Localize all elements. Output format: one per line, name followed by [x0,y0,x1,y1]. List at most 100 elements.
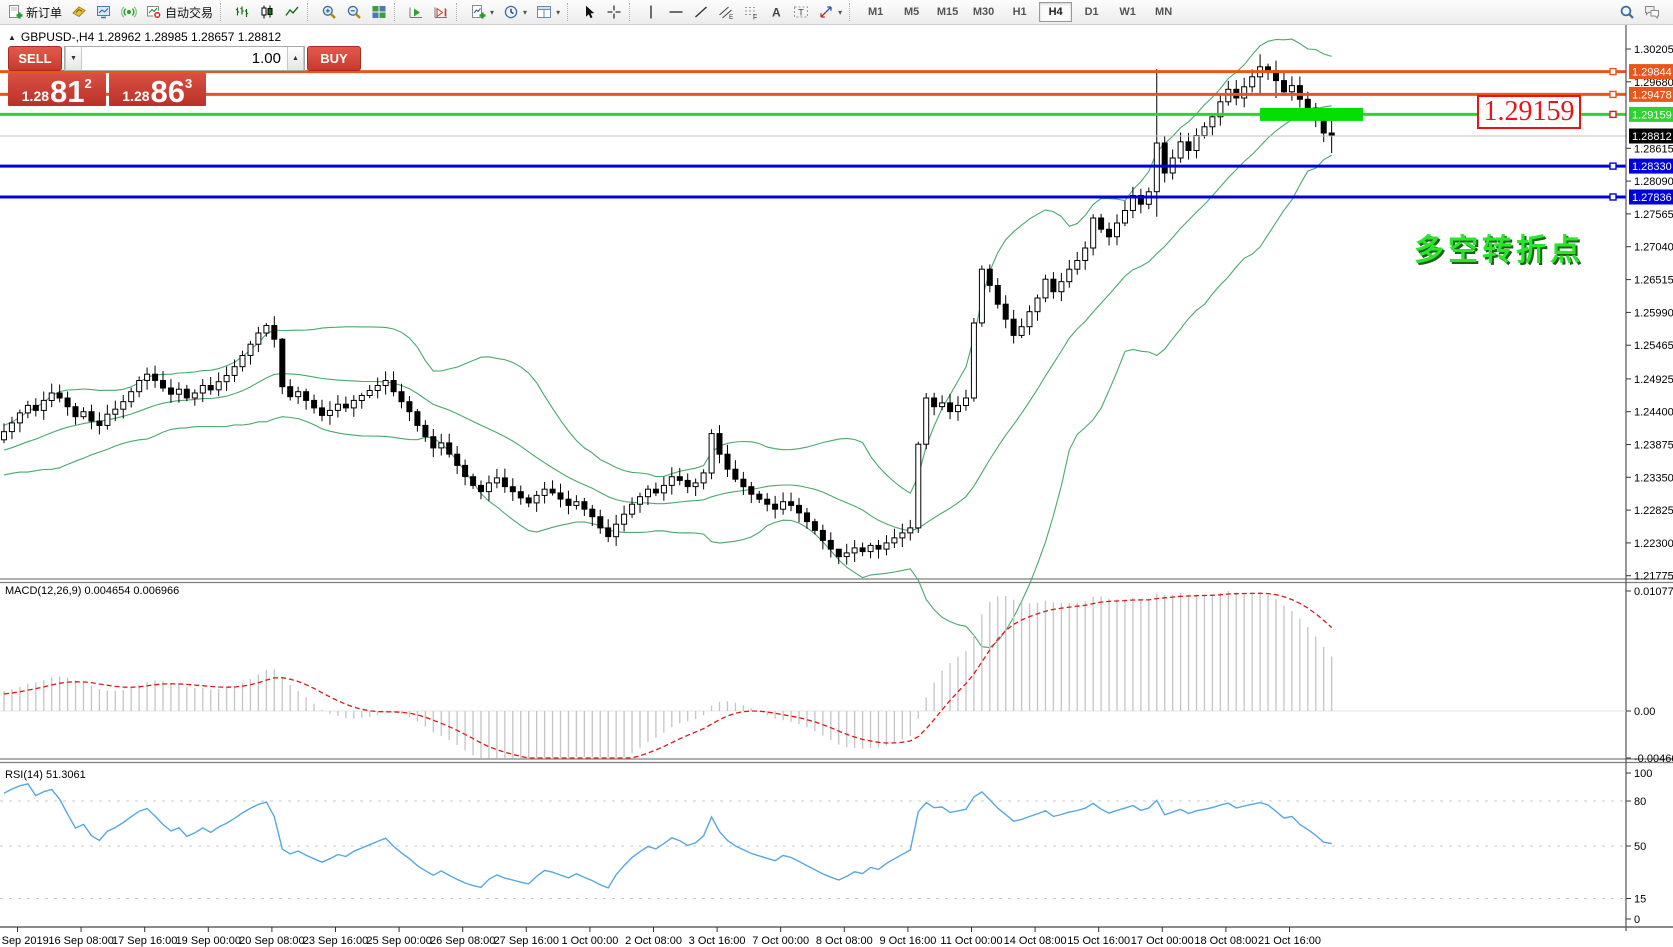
auto-scroll-button[interactable] [404,1,428,23]
market-watch-icon [72,6,86,18]
volume-decrease-button[interactable]: ▼ [65,47,82,70]
volume-increase-button[interactable]: ▲ [287,47,304,70]
search-button[interactable] [1615,1,1639,23]
price-chart[interactable]: 1.30205 1.29680 1.28615 1.28090 1.27565 1.270… [0,25,1673,947]
caret-down-icon: ▾ [838,7,843,17]
clock-icon [504,5,518,19]
bollinger-bands [3,38,1332,649]
new-order-label: 新订单 [26,5,63,20]
rsi-line [3,783,1332,889]
svg-text:80: 80 [1634,796,1646,808]
svg-text:19 Sep 00:00: 19 Sep 00:00 [176,935,241,947]
auto-trading-icon [147,6,162,20]
cursor-tool-button[interactable] [577,1,601,23]
chat-button[interactable] [1640,1,1664,23]
auto-scroll-icon [409,7,423,18]
sell-button[interactable]: SELL [8,46,62,71]
sell-price-block[interactable]: 1.28 81 2 [8,73,106,107]
text-tool-button[interactable]: A [764,1,788,23]
candlestick-mode-button[interactable] [255,1,279,23]
svg-text:T: T [798,8,804,18]
cursor-icon [586,5,595,19]
svg-text:0: 0 [1634,914,1640,926]
zoom-out-button[interactable] [342,1,366,23]
horizontal-line-icon [669,11,683,13]
candlestick-icon [261,5,273,19]
chat-icon [1645,6,1659,20]
signals-button[interactable] [117,1,141,23]
svg-text:9 Oct 16:00: 9 Oct 16:00 [879,935,936,947]
tile-windows-button[interactable] [367,1,391,23]
svg-text:1.25465: 1.25465 [1634,340,1673,352]
label-tool-button[interactable]: T [789,1,813,23]
macd-indicator-label: MACD(12,26,9) 0.004654 0.006966 [5,585,180,597]
timeframe-button-W1[interactable]: W1 [1119,6,1136,18]
text-icon: A [772,6,781,20]
highlight-band[interactable] [1260,107,1363,121]
sell-price-pip: 2 [84,76,92,91]
svg-text:1.27836: 1.27836 [1632,192,1672,204]
chart-shift-button[interactable] [429,1,453,23]
candles-group [1,54,1335,565]
vertical-line-tool-button[interactable] [639,1,663,23]
indicators-button[interactable]: ▾ [466,1,498,23]
svg-text:1.29478: 1.29478 [1632,89,1672,101]
svg-text:7 Oct 00:00: 7 Oct 00:00 [752,935,809,947]
svg-text:1.29159: 1.29159 [1632,109,1672,121]
buy-button[interactable]: BUY [307,46,361,71]
zoom-out-icon [347,5,361,19]
macd-signal-line [3,592,1333,759]
market-watch-button[interactable] [67,1,91,23]
crosshair-tool-button[interactable] [602,1,626,23]
timeframe-button-M30[interactable]: M30 [972,6,995,18]
svg-text:E: E [729,14,734,20]
timeframe-button-H1[interactable]: H1 [1012,6,1027,18]
toolbar-separator [849,3,854,21]
svg-text:1.28330: 1.28330 [1632,161,1672,173]
equidistant-channel-tool-button[interactable]: E [714,1,738,23]
svg-text:0.00: 0.00 [1634,706,1655,718]
zoom-in-button[interactable] [317,1,341,23]
line-chart-mode-button[interactable] [280,1,304,23]
new-order-button[interactable]: 新订单 [3,1,66,23]
timeframe-button-M15[interactable]: M15 [936,6,959,18]
caret-down-icon: ▾ [556,7,561,17]
periods-button[interactable]: ▾ [499,1,531,23]
svg-text:1.22825: 1.22825 [1634,505,1673,517]
timeframe-button-D1[interactable]: D1 [1084,6,1099,18]
arrows-tool-button[interactable]: ▾ [814,1,846,23]
auto-trading-button[interactable]: 自动交易 [142,1,217,23]
volume-input[interactable] [82,47,287,70]
channel-icon: E [719,6,734,20]
timeframe-button-M5[interactable]: M5 [903,6,920,18]
buy-price-main: 86 [150,73,185,109]
collapse-arrow-icon[interactable]: ▲ [8,32,16,42]
timeframe-group: M1 M5 M15 M30 H1 H4 D1 W1 MN [859,2,1180,22]
price-alert-box[interactable]: 1.29159 [1477,95,1581,129]
buy-price-prefix: 1.28 [122,87,150,104]
svg-text:1.25990: 1.25990 [1634,307,1673,319]
macd-histogram [3,591,1333,758]
timeframe-button-M1[interactable]: M1 [867,6,884,18]
trendline-tool-button[interactable] [689,1,713,23]
bar-chart-mode-button[interactable] [230,1,254,23]
timeframe-button-MN[interactable]: MN [1155,6,1173,18]
chart-area: 1.30205 1.29680 1.28615 1.28090 1.27565 1.270… [0,25,1673,947]
svg-text:1.23875: 1.23875 [1634,440,1673,452]
price-axis[interactable]: 1.30205 1.29680 1.28615 1.28090 1.27565 1.270… [1626,44,1673,583]
svg-text:17 Sep 16:00: 17 Sep 16:00 [112,935,177,947]
chart-shift-icon [434,7,448,18]
timeframe-button-H4[interactable]: H4 [1039,2,1073,22]
horizontal-line-tool-button[interactable] [664,1,688,23]
svg-text:8 Oct 08:00: 8 Oct 08:00 [816,935,873,947]
svg-text:A: A [772,6,781,20]
toolbar-separator [394,3,399,21]
caret-down-icon: ▾ [523,7,528,17]
templates-button[interactable]: ▾ [532,1,564,23]
svg-text:18 Oct 08:00: 18 Oct 08:00 [1194,935,1257,947]
signal-icon [121,6,137,18]
navigator-button[interactable] [92,1,116,23]
buy-price-block[interactable]: 1.28 86 3 [108,73,206,109]
fibonacci-tool-button[interactable]: F [739,1,763,23]
